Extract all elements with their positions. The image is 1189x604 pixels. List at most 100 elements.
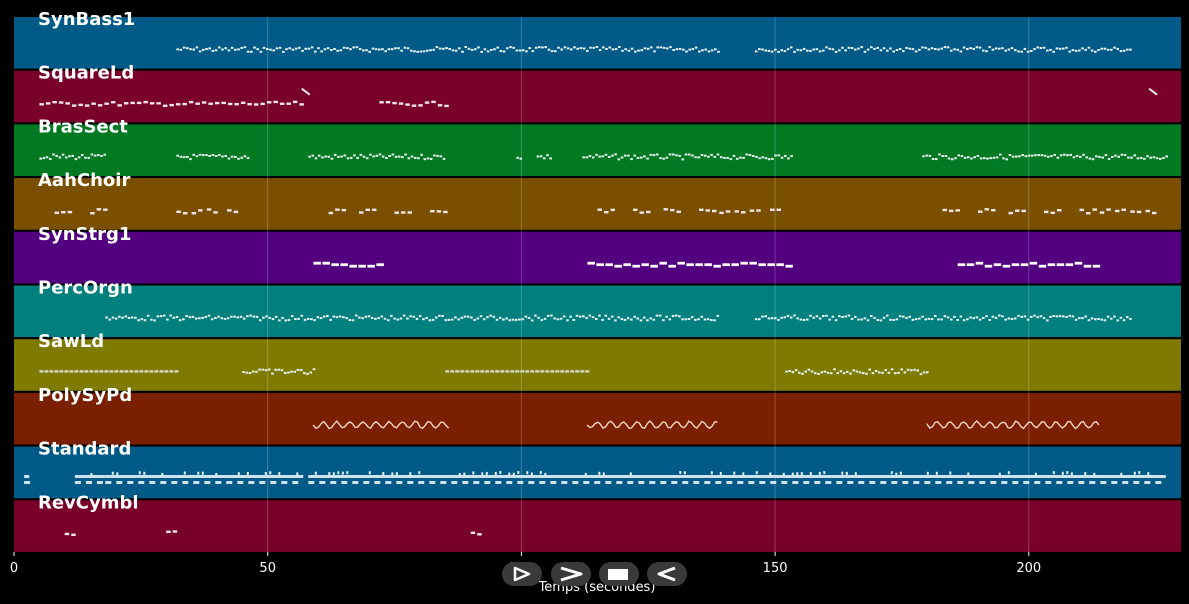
note-mark (1119, 316, 1123, 319)
note-mark (420, 153, 423, 156)
note-mark (786, 48, 790, 51)
track-notes-brassect (39, 153, 1168, 161)
note-mark (188, 316, 192, 319)
note-mark (796, 48, 799, 51)
fast-forward-button[interactable] (551, 562, 591, 586)
note-mark (887, 371, 891, 374)
note-mark (684, 318, 688, 321)
note-mark (777, 50, 780, 53)
note-mark (783, 50, 787, 53)
note-mark (706, 318, 710, 321)
note-mark (585, 156, 589, 159)
note-mark (239, 315, 243, 318)
note-mark (582, 156, 585, 159)
note-mark (717, 50, 720, 53)
note-mark (230, 315, 233, 318)
note-segment (379, 100, 449, 108)
note-segment (313, 261, 384, 268)
note-mark (246, 157, 250, 160)
note-mark (218, 46, 221, 49)
note-mark (707, 155, 710, 158)
note-mark (833, 368, 836, 371)
note-segment (1079, 208, 1097, 215)
note-mark (604, 211, 609, 214)
note-mark (632, 264, 640, 268)
note-mark (332, 315, 336, 318)
track-notes-standard (24, 471, 1166, 484)
note-mark (329, 318, 332, 321)
note-mark (520, 370, 525, 373)
rewind-button[interactable] (647, 562, 687, 586)
track-label-synbass1: SynBass1 (38, 9, 135, 30)
note-mark (314, 471, 317, 475)
note-mark (697, 156, 701, 159)
note-mark (541, 46, 544, 49)
note-mark (64, 532, 70, 536)
note-mark (388, 155, 391, 157)
note-segment (24, 475, 31, 484)
note-mark (166, 318, 169, 321)
note-mark (457, 318, 460, 321)
note-mark (793, 50, 796, 53)
note-mark (713, 264, 721, 268)
note-segment (582, 153, 793, 161)
note-mark (556, 318, 560, 321)
note-mark (941, 155, 944, 157)
note-mark (1040, 154, 1044, 157)
play-forward-button[interactable] (502, 562, 542, 586)
note-mark (847, 481, 854, 484)
note-mark (374, 317, 377, 320)
note-mark (172, 530, 178, 533)
note-mark (691, 48, 695, 51)
note-mark (288, 47, 291, 50)
fast-forward-icon (560, 566, 583, 582)
note-mark (678, 315, 681, 318)
note-mark (90, 473, 93, 476)
note-mark (1026, 50, 1030, 53)
note-mark (109, 370, 114, 373)
note-mark (1001, 481, 1008, 484)
note-mark (387, 48, 391, 51)
note-mark (221, 101, 226, 105)
note-mark (870, 46, 873, 49)
note-mark (534, 314, 537, 317)
note-mark (144, 370, 149, 373)
note-mark (352, 481, 359, 484)
note-mark (947, 157, 951, 160)
note-mark (292, 100, 298, 104)
note-mark (84, 156, 87, 159)
note-mark (669, 46, 672, 49)
note-mark (570, 48, 573, 51)
note-segment (586, 419, 718, 430)
note-mark (345, 317, 348, 320)
note-mark (546, 314, 550, 317)
note-mark (1123, 154, 1127, 156)
note-mark (186, 47, 189, 50)
note-mark (494, 471, 497, 475)
note-mark (595, 46, 599, 48)
note-mark (221, 155, 224, 158)
note-mark (678, 47, 682, 50)
note-mark (650, 46, 653, 49)
note-mark (105, 316, 108, 319)
note-mark (39, 157, 42, 160)
note-mark (575, 370, 580, 373)
stop-button[interactable] (599, 562, 639, 586)
note-mark (930, 318, 934, 321)
note-mark (588, 155, 592, 158)
track-label-percorgn: PercOrgn (38, 278, 133, 299)
note-mark (67, 210, 73, 214)
note-mark (731, 263, 739, 267)
note-mark (758, 48, 761, 51)
note-mark (477, 46, 480, 49)
note-mark (695, 263, 703, 267)
note-mark (703, 318, 707, 321)
note-mark (543, 157, 546, 160)
note-mark (310, 318, 313, 321)
note-mark (116, 481, 123, 484)
note-mark (340, 263, 348, 267)
note-mark (530, 319, 534, 322)
note-mark (890, 471, 893, 475)
note-mark (402, 314, 406, 317)
track-notes-percorgn (105, 314, 1132, 322)
